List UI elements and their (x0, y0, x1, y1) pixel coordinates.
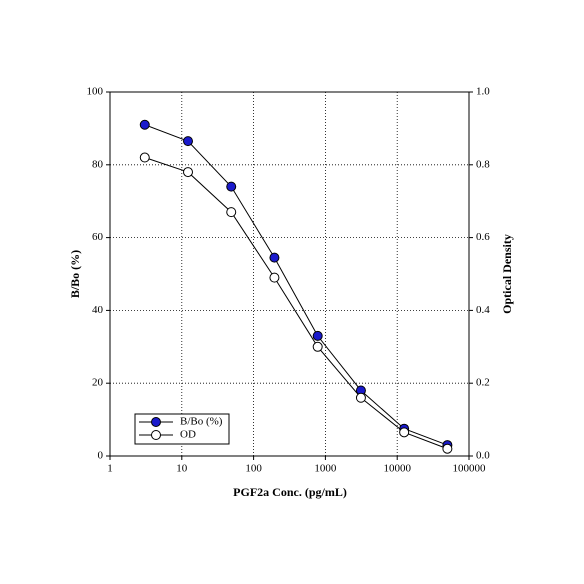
data-point (226, 181, 237, 192)
y2-tick-label: 0.4 (476, 304, 490, 316)
y-tick-label: 80 (92, 158, 104, 170)
legend-box (134, 413, 230, 445)
series-line (144, 124, 448, 446)
y-tick-label: 100 (87, 86, 104, 98)
y2-tick-label: 0.0 (476, 450, 490, 462)
x-tick-label: 1000 (314, 463, 337, 475)
data-point (312, 341, 323, 352)
data-point (269, 252, 280, 263)
y2-tick-label: 0.6 (476, 231, 490, 243)
x-axis-label: PGF2a Conc. (pg/mL) (233, 485, 347, 499)
data-point (269, 272, 280, 283)
y-tick-label: 40 (92, 304, 104, 316)
y2-axis-label: Optical Density (500, 234, 514, 314)
series-line (144, 157, 448, 450)
y-tick-label: 0 (98, 450, 104, 462)
data-point (312, 330, 323, 341)
data-point (355, 392, 366, 403)
x-tick-label: 10 (176, 463, 188, 475)
plot-frame (109, 91, 470, 457)
legend-label: B/Bo (%) (180, 416, 223, 428)
x-tick-label: 1 (107, 463, 113, 475)
y-tick-label: 60 (92, 231, 104, 243)
data-point (139, 119, 150, 130)
data-point (139, 152, 150, 163)
y-axis-label: B/Bo (%) (68, 250, 82, 298)
y2-tick-label: 1.0 (476, 86, 490, 98)
data-point (399, 427, 410, 438)
x-tick-label: 10000 (383, 463, 411, 475)
data-point (226, 207, 237, 218)
y2-tick-label: 0.8 (476, 158, 490, 170)
legend-label: OD (180, 429, 196, 441)
x-tick-label: 100 (245, 463, 262, 475)
y-tick-label: 20 (92, 377, 104, 389)
data-point (183, 136, 194, 147)
legend-marker (151, 430, 161, 440)
x-tick-label: 100000 (453, 463, 487, 475)
legend-marker (151, 417, 161, 427)
y2-tick-label: 0.2 (476, 377, 490, 389)
data-point (183, 167, 194, 178)
data-point (442, 443, 453, 454)
